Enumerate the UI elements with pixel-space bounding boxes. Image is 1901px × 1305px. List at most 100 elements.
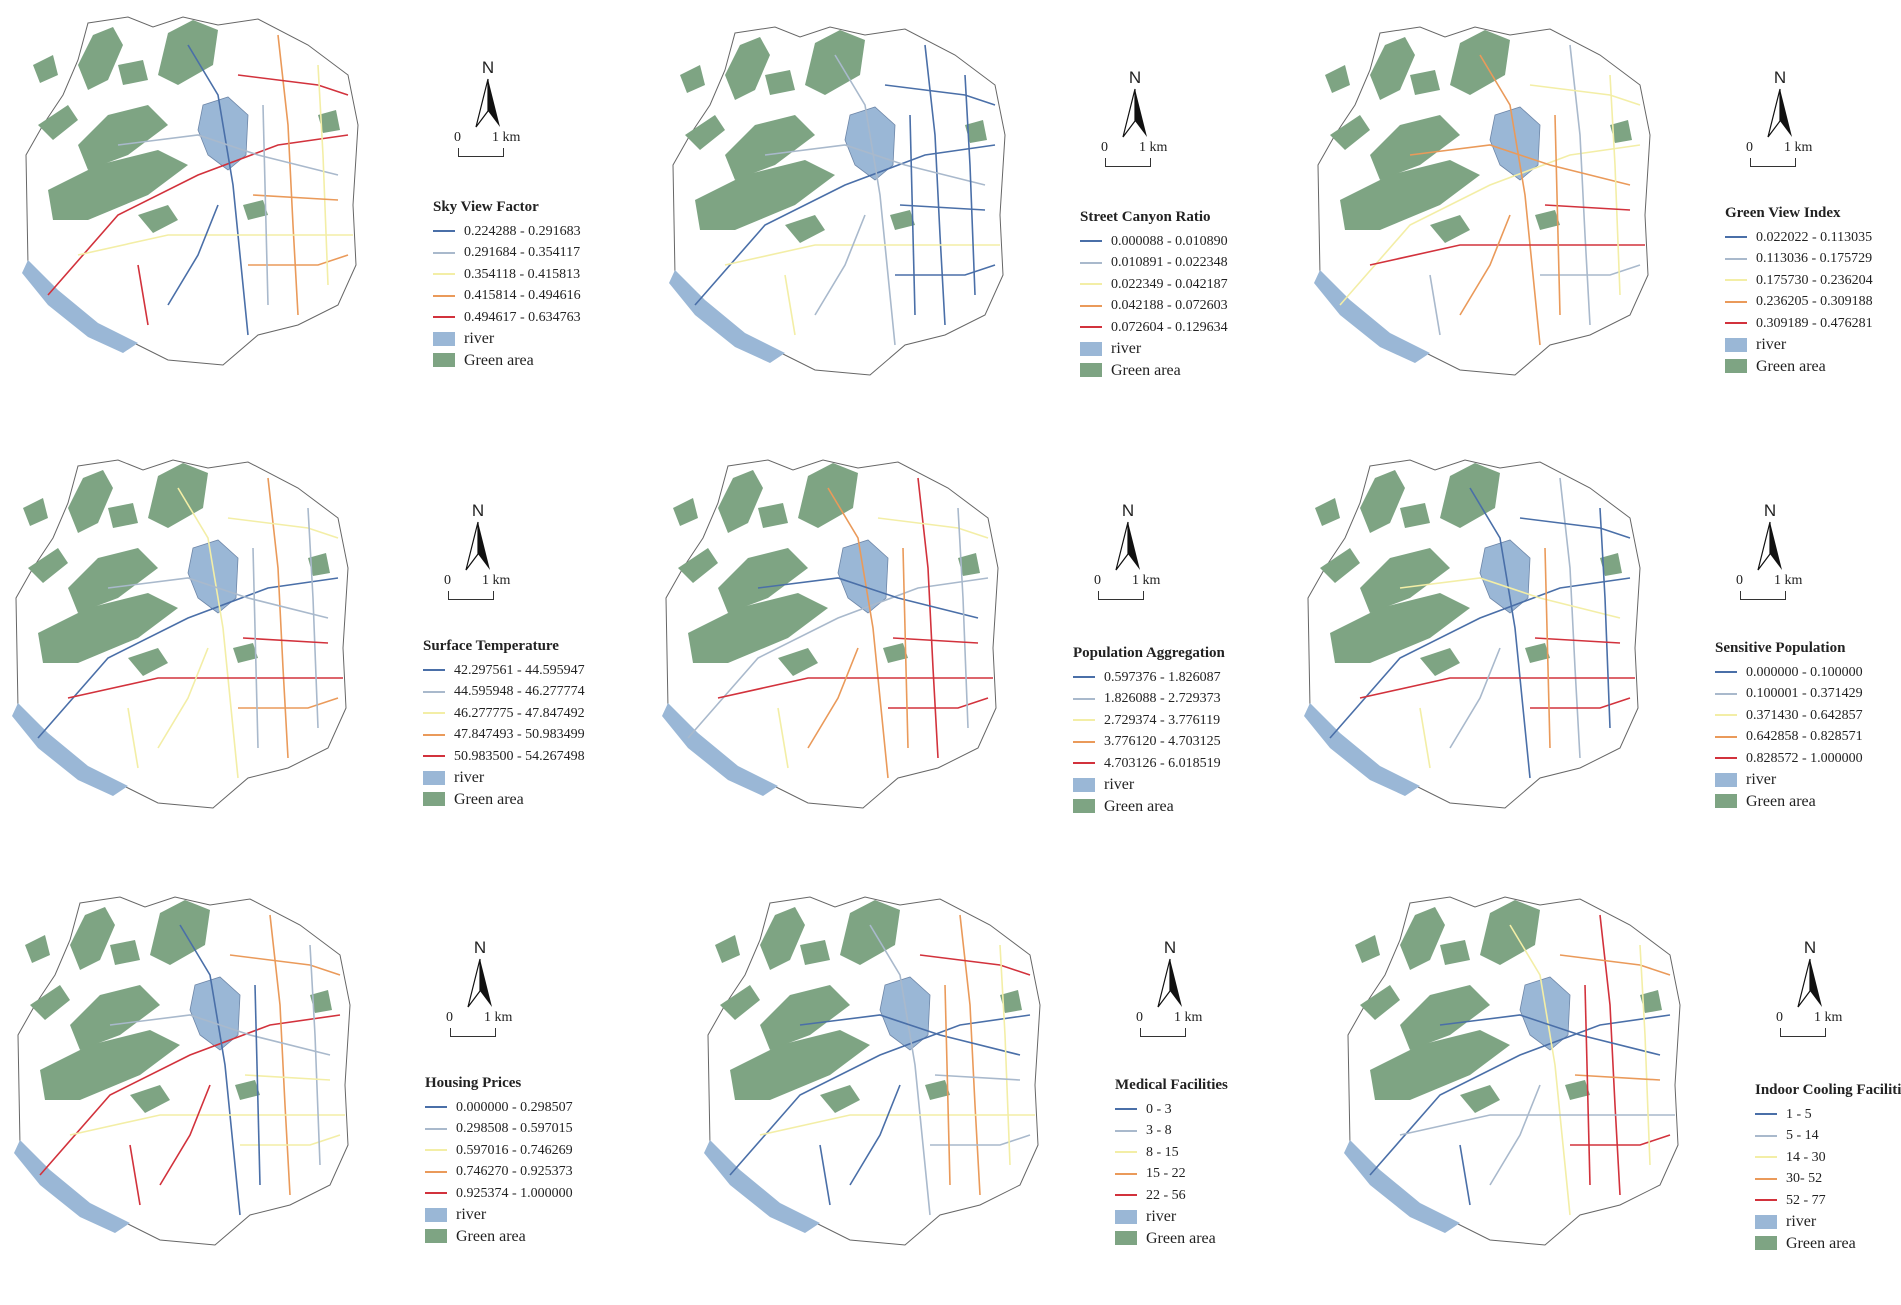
road-i <box>1599 507 1611 729</box>
north-label: N <box>472 501 484 520</box>
road-a <box>729 1014 1031 1176</box>
scale-end: 1 km <box>482 573 511 588</box>
road-h <box>1449 647 1501 749</box>
class-label: 0.113036 - 0.175729 <box>1756 251 1873 266</box>
class-swatch <box>1715 671 1737 674</box>
road-j <box>1534 637 1621 644</box>
class-label: 0.000000 - 0.100000 <box>1746 664 1863 680</box>
district-boundary <box>1307 459 1641 809</box>
legend-class-1: 0.022022 - 0.113035 <box>1725 227 1873 249</box>
lake <box>879 976 931 1051</box>
class-label: 0.000088 - 0.010890 <box>1111 233 1228 249</box>
legend-title: Medical Facilities <box>1115 1077 1228 1093</box>
scale-end: 1 km <box>1139 140 1168 155</box>
scale-bar: 0 1 km <box>1095 140 1185 176</box>
class-label: 14 - 30 <box>1786 1149 1826 1165</box>
road-i <box>307 507 319 729</box>
class-label: 22 - 56 <box>1146 1187 1186 1203</box>
legend-class-5: 0.309189 - 0.476281 <box>1725 313 1873 335</box>
class-label: 0.642858 - 0.828571 <box>1746 729 1863 744</box>
legend: Housing Prices 0.000000 - 0.298507 0.2985… <box>425 1073 573 1247</box>
road-h <box>1459 214 1511 316</box>
class-swatch <box>1725 279 1747 282</box>
class-swatch <box>1115 1129 1137 1132</box>
legend-classes: 0.000000 - 0.298507 0.298508 - 0.597015 0.… <box>425 1097 573 1205</box>
class-label: 15 - 22 <box>1146 1166 1186 1181</box>
legend-title: Street Canyon Ratio <box>1080 209 1211 225</box>
river-label: river <box>1746 771 1777 788</box>
green-areas <box>33 20 340 233</box>
road-b <box>1509 924 1571 1216</box>
road-d <box>759 1114 1035 1136</box>
legend-class-5: 0.072604 - 0.129634 <box>1080 317 1228 339</box>
district-map <box>1304 459 1641 809</box>
scale-start: 0 <box>1776 1010 1783 1025</box>
legend-green-area: Green area <box>425 1226 573 1248</box>
class-label: 0.042188 - 0.072603 <box>1111 298 1228 313</box>
class-label: 0.298508 - 0.597015 <box>456 1121 573 1136</box>
road-i <box>309 944 321 1166</box>
road-j <box>242 637 329 644</box>
road-f <box>1409 144 1631 186</box>
road-k <box>784 274 796 336</box>
class-swatch <box>433 251 455 254</box>
legend-class-2: 44.595948 - 46.277774 <box>423 681 585 703</box>
class-label: 46.277775 - 47.847492 <box>454 705 585 721</box>
legend-title: Population Aggregation <box>1073 645 1225 661</box>
scale-end: 1 km <box>1784 140 1813 155</box>
class-label: 0.828572 - 1.000000 <box>1746 750 1863 766</box>
legend: Population Aggregation 0.597376 - 1.8260… <box>1073 643 1225 817</box>
green-areas <box>680 30 987 243</box>
class-label: 0.100001 - 0.371429 <box>1746 686 1863 701</box>
road-b <box>187 44 249 336</box>
road-e <box>877 517 989 539</box>
road-f <box>1399 577 1621 619</box>
road-k <box>127 707 139 769</box>
road-d <box>77 234 353 256</box>
legend-class-5: 0.828572 - 1.000000 <box>1715 748 1863 770</box>
class-label: 0.925374 - 1.000000 <box>456 1185 573 1201</box>
legend-classes: 0 - 3 3 - 8 8 - 15 15 - 22 22 - 56 <box>1115 1099 1228 1207</box>
road-j <box>934 1074 1021 1081</box>
scale-bar-line <box>450 1028 496 1037</box>
class-swatch <box>425 1127 447 1130</box>
north-arrow-icon: N <box>1157 938 1182 1008</box>
road-e <box>1559 954 1671 976</box>
district-map <box>12 459 349 809</box>
legend-class-5: 22 - 56 <box>1115 1185 1228 1207</box>
north-arrow-icon: N <box>475 58 500 128</box>
scale-bar-line <box>458 148 504 157</box>
class-swatch <box>1080 283 1102 286</box>
legend-title: Sky View Factor <box>433 199 539 215</box>
road-l <box>252 547 259 749</box>
green-area-label: Green area <box>464 351 534 369</box>
green-area-swatch <box>1725 359 1747 374</box>
river-swatch <box>1725 337 1747 352</box>
green-area-swatch <box>1080 363 1102 378</box>
legend-river: river <box>1073 774 1225 796</box>
road-h <box>157 647 209 749</box>
road-b <box>834 54 896 346</box>
class-label: 4.703126 - 6.018519 <box>1104 755 1221 771</box>
class-label: 1 - 5 <box>1786 1106 1812 1122</box>
district-map <box>662 459 999 809</box>
road-a <box>694 144 996 306</box>
legend-green-area: Green area <box>1725 356 1873 378</box>
class-label: 0.072604 - 0.129634 <box>1111 319 1228 335</box>
class-label: 0.000000 - 0.298507 <box>456 1099 573 1115</box>
district-map <box>704 896 1041 1246</box>
legend-green-area: Green area <box>1080 360 1228 382</box>
north-label: N <box>474 938 486 957</box>
green-area-label: Green area <box>1786 1234 1856 1252</box>
district-boundary <box>25 16 359 366</box>
road-a <box>47 134 349 296</box>
class-swatch <box>1115 1151 1137 1154</box>
legend-class-4: 30- 52 <box>1755 1168 1901 1190</box>
road-l <box>1544 547 1551 749</box>
legend-title: Surface Temperature <box>423 638 559 654</box>
road-d <box>717 677 993 699</box>
class-swatch <box>1755 1199 1777 1202</box>
class-swatch <box>1073 697 1095 700</box>
green-areas <box>715 900 1022 1113</box>
green-area-label: Green area <box>1146 1229 1216 1247</box>
